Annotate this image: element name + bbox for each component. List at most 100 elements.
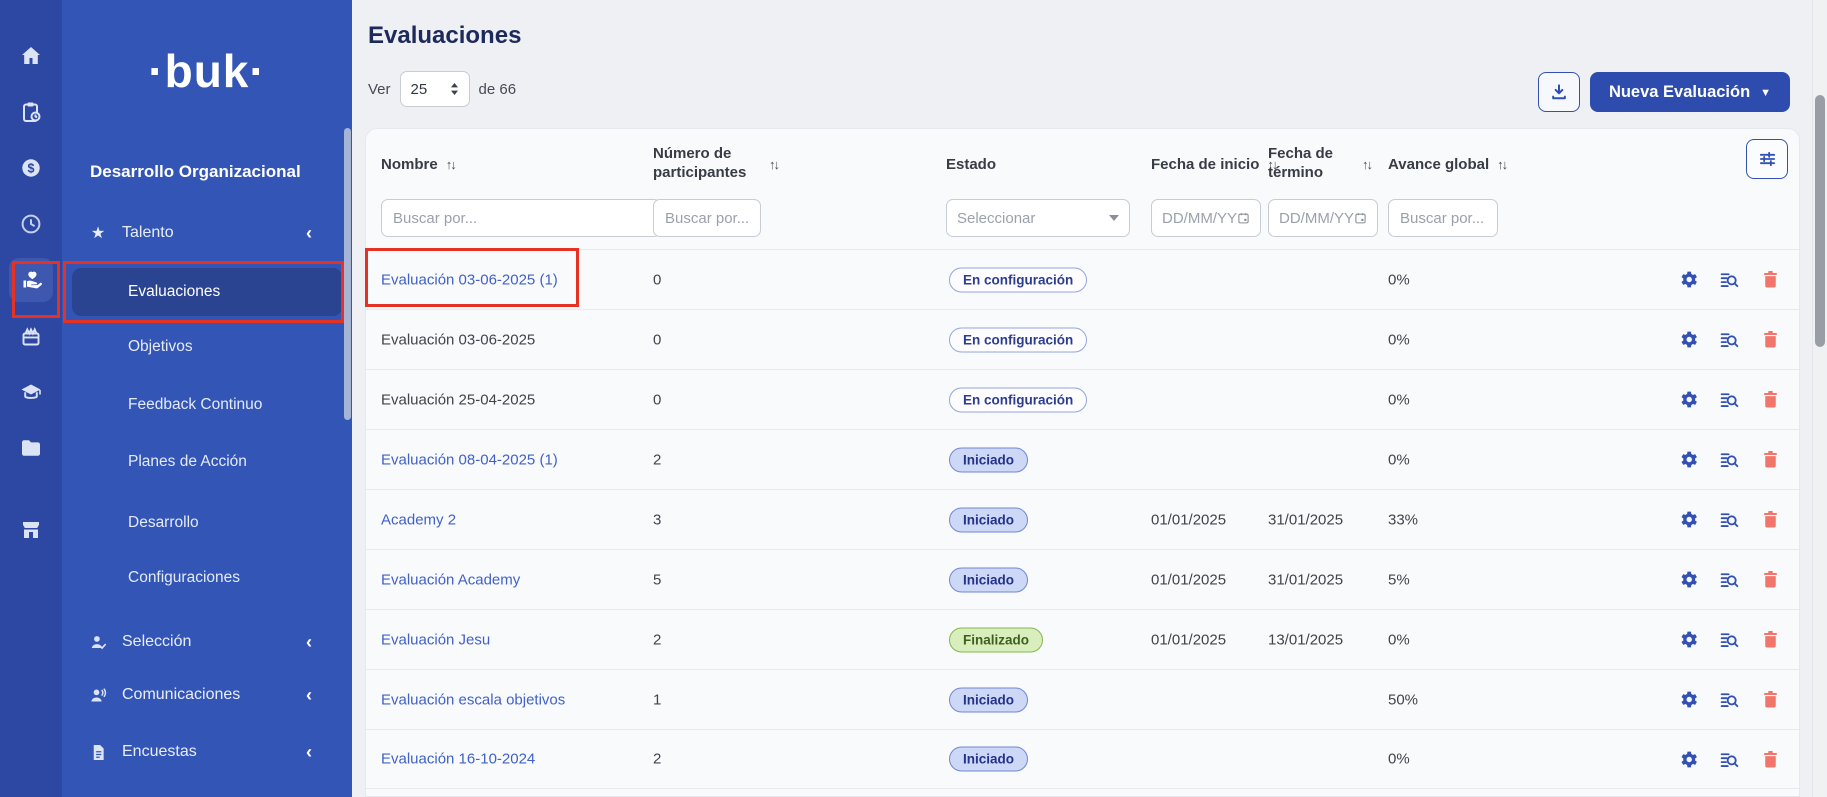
filter-fecha-inicio-input[interactable]: DD/MM/YY <box>1151 199 1261 237</box>
sort-icon: ↑↓ <box>1267 156 1278 172</box>
table-row: Evaluación Jesu 2 Finalizado 01/01/2025 … <box>366 609 1799 669</box>
column-header-participantes[interactable]: Número de participantes ↑↓ <box>653 145 780 181</box>
settings-gear-icon[interactable] <box>1676 448 1700 472</box>
sidebar-scrollbar[interactable] <box>344 128 351 420</box>
column-header-fecha-termino[interactable]: Fecha de término ↑↓ <box>1268 145 1373 181</box>
delete-trash-icon[interactable] <box>1758 688 1782 712</box>
review-list-search-icon[interactable] <box>1717 508 1741 532</box>
sort-icon: ↑↓ <box>1362 156 1373 172</box>
delete-trash-icon[interactable] <box>1758 568 1782 592</box>
status-badge: Iniciado <box>949 507 1029 532</box>
start-date: 01/01/2025 <box>1151 511 1227 528</box>
column-header-nombre[interactable]: Nombre ↑↓ <box>381 155 457 173</box>
table-row: Evaluación 25-04-2025 0 En configuración… <box>366 369 1799 429</box>
chevron-left-icon: ‹ <box>306 741 312 762</box>
filter-nombre-input[interactable] <box>381 199 661 237</box>
column-header-estado[interactable]: Estado <box>946 155 997 173</box>
progress-value: 0% <box>1388 750 1410 768</box>
evaluations-table: Nombre ↑↓ Número de participantes ↑↓ Estad… <box>365 128 1800 797</box>
sidebar-item-selecci-n[interactable]: Selección ‹ <box>62 618 352 666</box>
rail-hand-heart-icon[interactable] <box>9 258 53 302</box>
settings-gear-icon[interactable] <box>1676 388 1700 412</box>
sort-icon: ↑↓ <box>1497 156 1508 172</box>
progress-value: 0% <box>1388 451 1410 468</box>
settings-gear-icon[interactable] <box>1676 508 1700 532</box>
filter-participantes-input[interactable] <box>653 199 761 237</box>
review-list-search-icon[interactable] <box>1717 628 1741 652</box>
settings-gear-icon[interactable] <box>1676 688 1700 712</box>
rail-dollar-icon[interactable]: $ <box>9 146 53 190</box>
delete-trash-icon[interactable] <box>1758 268 1782 292</box>
rail-storefront-icon[interactable] <box>9 508 53 552</box>
settings-gear-icon[interactable] <box>1676 747 1700 771</box>
evaluation-name[interactable]: Evaluación 08-04-2025 (1) <box>381 451 558 468</box>
delete-trash-icon[interactable] <box>1758 328 1782 352</box>
rail-home-icon[interactable] <box>9 34 53 78</box>
column-header-avance-global[interactable]: Avance global ↑↓ <box>1388 155 1508 173</box>
sidebar-item-talento[interactable]: ★ Talento ‹ <box>62 209 352 257</box>
column-header-fecha-inicio[interactable]: Fecha de inicio ↑↓ <box>1151 155 1278 173</box>
participants-count: 0 <box>653 391 662 408</box>
start-date: 01/01/2025 <box>1151 571 1227 588</box>
filter-fecha-termino-input[interactable]: DD/MM/YY <box>1268 199 1378 237</box>
evaluation-name[interactable]: Evaluación escala objetivos <box>381 691 566 708</box>
filter-estado-select[interactable]: Seleccionar <box>946 199 1130 237</box>
sidebar-item-evaluaciones[interactable]: Evaluaciones <box>72 268 342 316</box>
progress-value: 0% <box>1388 391 1410 408</box>
download-button[interactable] <box>1538 72 1580 112</box>
delete-trash-icon[interactable] <box>1758 747 1782 771</box>
review-list-search-icon[interactable] <box>1717 568 1741 592</box>
sidebar-item-encuestas[interactable]: Encuestas ‹ <box>62 728 352 776</box>
review-list-search-icon[interactable] <box>1717 747 1741 771</box>
sidebar-item-planes-de-acci-n[interactable]: Planes de Acción <box>128 453 247 470</box>
rail-gift-icon[interactable] <box>9 314 53 358</box>
sidebar: ·buk· Desarrollo Organizacional ★ Talent… <box>62 0 352 797</box>
rail-graduation-cap-icon[interactable] <box>9 370 53 414</box>
delete-trash-icon[interactable] <box>1758 448 1782 472</box>
table-row: Evaluación escala objetivos 1 Iniciado 5… <box>366 669 1799 729</box>
review-list-search-icon[interactable] <box>1717 328 1741 352</box>
rail-clock-icon[interactable] <box>9 202 53 246</box>
evaluation-name[interactable]: Evaluación Jesu <box>381 631 491 648</box>
sidebar-item-feedback-continuo[interactable]: Feedback Continuo <box>128 396 263 413</box>
sidebar-item-configuraciones[interactable]: Configuraciones <box>128 569 241 586</box>
delete-trash-icon[interactable] <box>1758 628 1782 652</box>
review-list-search-icon[interactable] <box>1717 388 1741 412</box>
settings-gear-icon[interactable] <box>1676 328 1700 352</box>
icon-rail: $ <box>0 0 62 797</box>
evaluation-name[interactable]: Evaluación 16-10-2024 <box>381 750 536 768</box>
settings-gear-icon[interactable] <box>1676 268 1700 292</box>
rail-folder-icon[interactable] <box>9 426 53 470</box>
rail-clipboard-clock-icon[interactable] <box>9 90 53 134</box>
person-check-icon <box>88 633 108 652</box>
column-settings-button[interactable] <box>1746 139 1788 179</box>
chevron-down-icon: ▼ <box>1760 87 1772 99</box>
review-list-search-icon[interactable] <box>1717 688 1741 712</box>
page-size-select[interactable]: 25 <box>399 71 470 107</box>
delete-trash-icon[interactable] <box>1758 508 1782 532</box>
participants-count: 0 <box>653 331 662 348</box>
review-list-search-icon[interactable] <box>1717 448 1741 472</box>
settings-gear-icon[interactable] <box>1676 568 1700 592</box>
sidebar-item-desarrollo[interactable]: Desarrollo <box>128 514 199 531</box>
participants-count: 0 <box>653 271 662 288</box>
evaluation-name[interactable]: Academy 2 <box>381 511 457 528</box>
review-list-search-icon[interactable] <box>1717 268 1741 292</box>
progress-value: 0% <box>1388 631 1410 648</box>
sidebar-item-objetivos[interactable]: Objetivos <box>128 338 193 355</box>
participants-count: 1 <box>653 691 662 708</box>
sidebar-item-comunicaciones[interactable]: Comunicaciones ‹ <box>62 671 352 719</box>
table-header-row: Nombre ↑↓ Número de participantes ↑↓ Estad… <box>366 129 1799 199</box>
evaluation-name[interactable]: Evaluación Academy <box>381 571 521 588</box>
evaluation-name[interactable]: Evaluación 03-06-2025 (1) <box>381 271 558 288</box>
page-scrollbar-thumb[interactable] <box>1815 95 1825 347</box>
settings-gear-icon[interactable] <box>1676 628 1700 652</box>
evaluation-name: Evaluación 03-06-2025 <box>381 331 536 348</box>
filter-avance-input[interactable] <box>1388 199 1498 237</box>
delete-trash-icon[interactable] <box>1758 388 1782 412</box>
stepper-icon <box>450 83 458 95</box>
new-evaluation-button[interactable]: Nueva Evaluación ▼ <box>1590 72 1790 112</box>
participants-count: 2 <box>653 750 662 768</box>
progress-value: 33% <box>1388 511 1419 528</box>
chevron-left-icon: ‹ <box>306 684 312 705</box>
